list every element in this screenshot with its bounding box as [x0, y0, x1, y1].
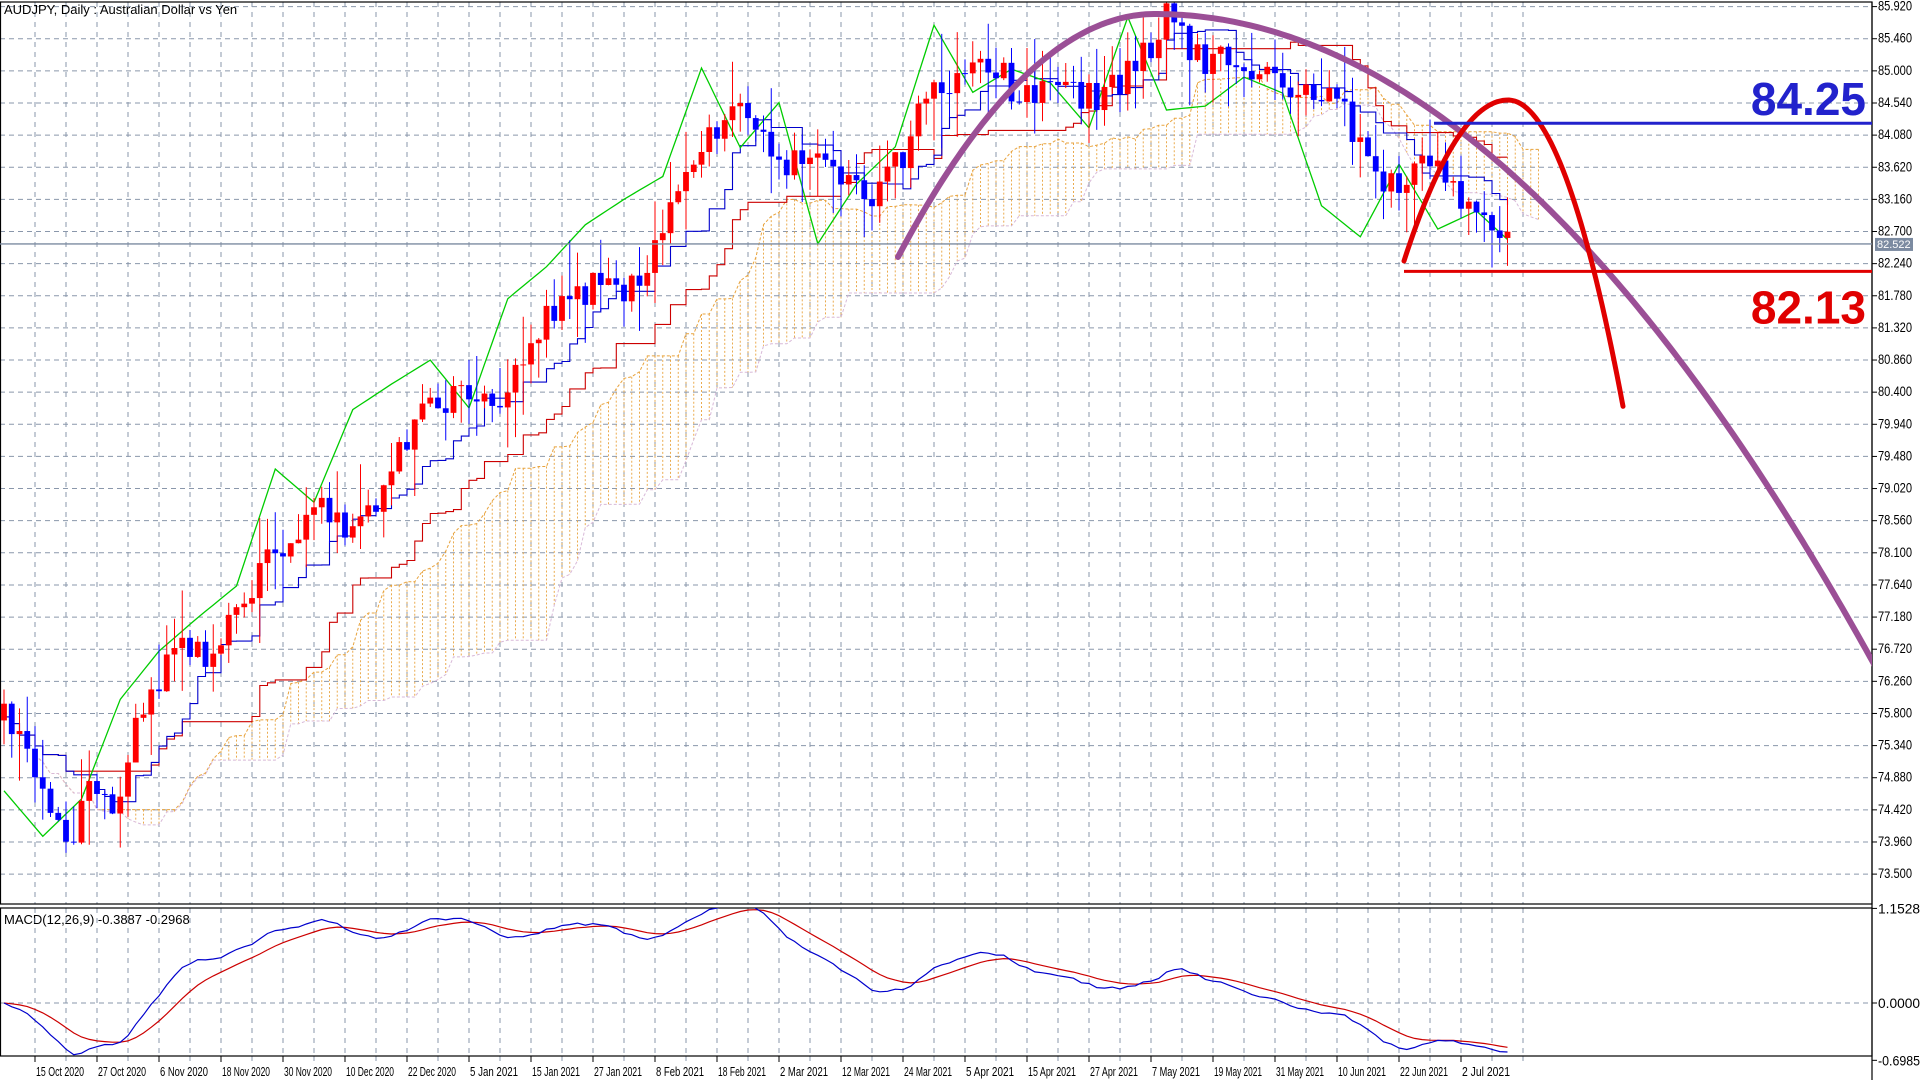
- svg-text:85.920: 85.920: [1878, 0, 1912, 14]
- svg-text:15 Apr 2021: 15 Apr 2021: [1028, 1065, 1076, 1079]
- svg-text:6 Nov 2020: 6 Nov 2020: [160, 1065, 208, 1079]
- svg-text:24 Mar 2021: 24 Mar 2021: [904, 1065, 952, 1079]
- svg-text:79.940: 79.940: [1878, 415, 1912, 431]
- svg-text:85.460: 85.460: [1878, 30, 1912, 46]
- svg-text:80.860: 80.860: [1878, 351, 1912, 367]
- svg-text:AUDJPY, Daily : Australian Do: AUDJPY, Daily : Australian Dollar vs Yen: [4, 2, 237, 17]
- svg-text:22 Dec 2020: 22 Dec 2020: [408, 1065, 456, 1079]
- svg-text:22 Jun 2021: 22 Jun 2021: [1400, 1065, 1448, 1079]
- svg-text:76.720: 76.720: [1878, 640, 1912, 656]
- svg-text:84.080: 84.080: [1878, 126, 1912, 142]
- svg-text:19 May 2021: 19 May 2021: [1214, 1065, 1262, 1079]
- svg-text:81.780: 81.780: [1878, 287, 1912, 303]
- svg-text:1.1528: 1.1528: [1878, 900, 1920, 916]
- svg-text:75.340: 75.340: [1878, 737, 1912, 753]
- svg-text:18 Feb 2021: 18 Feb 2021: [718, 1065, 766, 1079]
- svg-text:77.640: 77.640: [1878, 576, 1912, 592]
- svg-text:73.500: 73.500: [1878, 865, 1912, 881]
- svg-text:30 Nov 2020: 30 Nov 2020: [284, 1065, 332, 1079]
- svg-text:-0.6985: -0.6985: [1878, 1052, 1920, 1068]
- svg-text:75.800: 75.800: [1878, 704, 1912, 720]
- svg-text:78.560: 78.560: [1878, 512, 1912, 528]
- svg-text:74.420: 74.420: [1878, 801, 1912, 817]
- svg-text:79.480: 79.480: [1878, 447, 1912, 463]
- svg-text:18 Nov 2020: 18 Nov 2020: [222, 1065, 270, 1079]
- svg-text:84.540: 84.540: [1878, 94, 1912, 110]
- svg-text:15 Jan 2021: 15 Jan 2021: [532, 1065, 580, 1079]
- svg-text:8 Feb 2021: 8 Feb 2021: [656, 1065, 704, 1079]
- svg-text:10 Jun 2021: 10 Jun 2021: [1338, 1065, 1386, 1079]
- svg-text:79.020: 79.020: [1878, 480, 1912, 496]
- svg-text:5 Apr 2021: 5 Apr 2021: [966, 1065, 1014, 1079]
- svg-text:83.160: 83.160: [1878, 190, 1912, 206]
- svg-text:7 May 2021: 7 May 2021: [1152, 1065, 1200, 1079]
- svg-text:76.260: 76.260: [1878, 672, 1912, 688]
- svg-text:2 Jul 2021: 2 Jul 2021: [1462, 1065, 1510, 1079]
- svg-text:74.880: 74.880: [1878, 769, 1912, 785]
- svg-text:85.000: 85.000: [1878, 62, 1912, 78]
- svg-text:31 May 2021: 31 May 2021: [1276, 1065, 1324, 1079]
- svg-text:84.25: 84.25: [1751, 73, 1866, 125]
- svg-text:2 Mar 2021: 2 Mar 2021: [780, 1065, 828, 1079]
- svg-text:27 Apr 2021: 27 Apr 2021: [1090, 1065, 1138, 1079]
- svg-text:73.960: 73.960: [1878, 833, 1912, 849]
- svg-text:10 Dec 2020: 10 Dec 2020: [346, 1065, 394, 1079]
- svg-text:83.620: 83.620: [1878, 158, 1912, 174]
- svg-text:0.0000: 0.0000: [1878, 995, 1920, 1011]
- svg-text:5 Jan 2021: 5 Jan 2021: [470, 1065, 518, 1079]
- svg-text:15 Oct 2020: 15 Oct 2020: [36, 1065, 84, 1079]
- svg-text:80.400: 80.400: [1878, 383, 1912, 399]
- svg-text:27 Oct 2020: 27 Oct 2020: [98, 1065, 146, 1079]
- svg-text:78.100: 78.100: [1878, 544, 1912, 560]
- svg-text:82.522: 82.522: [1877, 239, 1911, 251]
- svg-text:77.180: 77.180: [1878, 608, 1912, 624]
- svg-text:82.240: 82.240: [1878, 255, 1912, 271]
- svg-text:12 Mar 2021: 12 Mar 2021: [842, 1065, 890, 1079]
- svg-text:82.700: 82.700: [1878, 223, 1912, 239]
- svg-text:81.320: 81.320: [1878, 319, 1912, 335]
- svg-text:82.13: 82.13: [1751, 281, 1866, 333]
- svg-text:27 Jan 2021: 27 Jan 2021: [594, 1065, 642, 1079]
